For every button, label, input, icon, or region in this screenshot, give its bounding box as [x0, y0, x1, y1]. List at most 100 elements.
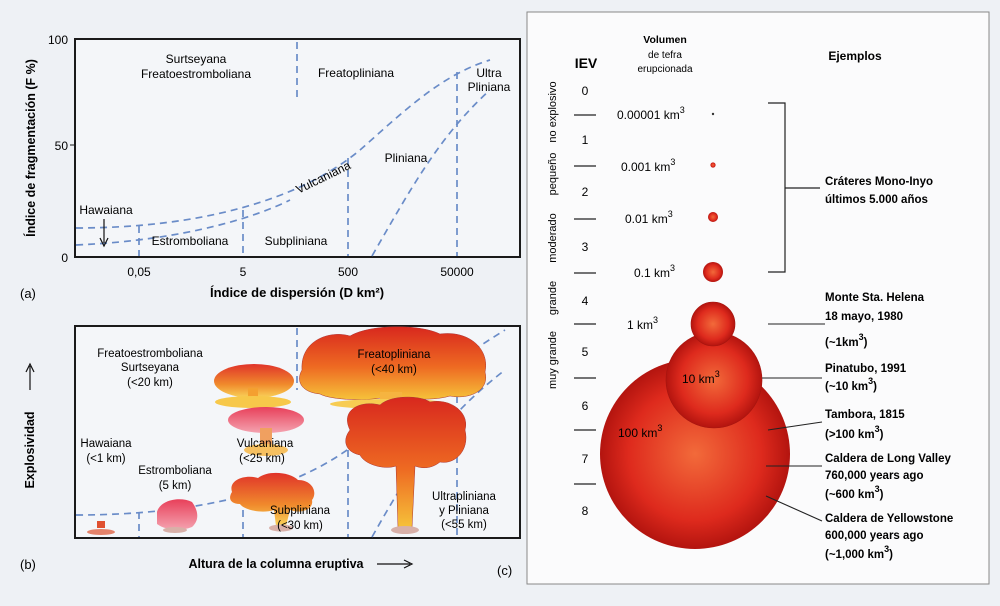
panel-b: Freatoestromboliana Surtseyana (<20 km) …: [20, 325, 521, 578]
pliniana-boundary: [371, 89, 491, 257]
vol-1: 1 km3: [627, 315, 658, 332]
ex-longvalley-3: (~600 km3): [825, 484, 884, 501]
cloud-estromboliana: [157, 499, 198, 533]
b-vulcaniana-height: (<25 km): [239, 453, 285, 465]
b-ultrapliniana: Ultrapliniana: [432, 491, 497, 503]
ex-yellow-3: (~1,000 km3): [825, 544, 893, 561]
region-pliniana: Pliniana: [385, 151, 428, 165]
panel-a: 100 50 0 0,05 5 500 50000 Índice de disp…: [20, 33, 521, 301]
panel-b-ylabel: Explosividad: [23, 411, 37, 488]
iev-3: 3: [582, 240, 589, 254]
region-surtseyana: Surtseyana: [166, 52, 227, 66]
iev-7: 7: [582, 452, 589, 466]
b-surtseyana: Surtseyana: [121, 362, 180, 374]
b-subpliniana: Subpliniana: [270, 505, 331, 517]
xtick-500: 500: [338, 265, 358, 279]
region-ultra-pliniana: Pliniana: [468, 80, 511, 94]
ex-pinatubo-1: Pinatubo, 1991: [825, 363, 907, 375]
iev-6: 6: [582, 399, 589, 413]
ytick-0: 0: [61, 251, 68, 265]
ylabel-arrow: [25, 362, 35, 390]
region-estromboliana: Estromboliana: [152, 234, 229, 248]
ex-yellow-2: 600,000 years ago: [825, 530, 923, 542]
region-freatopliniana: Freatopliniana: [318, 66, 394, 80]
b-y-pliniana: y Pliniana: [439, 505, 489, 517]
ex-pinatubo-2: (~10 km3): [825, 376, 877, 393]
ex-tambora-2: (>100 km3): [825, 424, 884, 441]
sphere-1km3: [690, 301, 736, 347]
sphere-0-001km3: [710, 162, 716, 168]
iev-5: 5: [582, 345, 589, 359]
cloud-freatoestromboliana: [214, 364, 294, 408]
xlabel-arrow: [377, 559, 414, 569]
b-estromboliana-height: (5 km): [159, 480, 192, 492]
b-freatoestromboliana: Freatoestromboliana: [97, 348, 203, 360]
region-subpliniana: Subpliniana: [265, 234, 328, 248]
region-freatoestromboliana: Freatoestromboliana: [141, 67, 251, 81]
xtick-0-05: 0,05: [127, 265, 151, 279]
b-subpliniana-height: (<30 km): [277, 520, 323, 532]
volume-header-2: de tefra: [648, 50, 682, 61]
b-vulcaniana: Vulcaniana: [237, 438, 294, 450]
xtick-50000: 50000: [440, 265, 474, 279]
ex-longvalley-1: Caldera de Long Valley: [825, 453, 952, 465]
vol-0-1: 0.1 km3: [634, 263, 675, 280]
scale-muy-grande: muy grande: [547, 331, 559, 389]
b-ultrapliniana-height: (<55 km): [441, 519, 487, 531]
b-estromboliana: Estromboliana: [138, 465, 212, 477]
xtick-5: 5: [240, 265, 247, 279]
scale-moderado: moderado: [547, 213, 559, 263]
volume-header-3: erupcionada: [637, 64, 692, 75]
panel-a-xlabel: Índice de dispersión (D km²): [210, 285, 384, 300]
cloud-subpliniana: [230, 472, 315, 532]
iev-2: 2: [582, 185, 589, 199]
ex-helena-2: 18 mayo, 1980: [825, 311, 903, 323]
iev-header: IEV: [575, 55, 598, 71]
vol-0-01: 0.01 km3: [625, 209, 673, 226]
cloud-hawaiana: [87, 521, 115, 535]
ytick-50: 50: [55, 139, 69, 153]
ex-helena-3: (~1km3): [825, 332, 868, 349]
panel-a-label: (a): [20, 286, 36, 301]
scale-pequeno: pequeño: [547, 153, 559, 196]
cloud-vulcaniana: [228, 407, 304, 456]
vol-10: 10 km3: [682, 369, 720, 386]
ex-helena-1: Monte Sta. Helena: [825, 292, 925, 304]
sphere-0-1km3: [703, 262, 723, 282]
vol-0-001: 0.001 km3: [621, 157, 675, 174]
region-ultra: Ultra: [476, 66, 502, 80]
lower-boundary-left: [75, 199, 291, 246]
vol-100: 100 km3: [618, 423, 662, 440]
panel-c-label: (c): [497, 563, 512, 578]
panel-a-boundaries: [75, 42, 491, 257]
panel-b-label: (b): [20, 557, 36, 572]
ytick-100: 100: [48, 33, 68, 47]
vol-0-00001: 0.00001 km3: [617, 105, 685, 122]
sphere-0-01km3: [708, 212, 718, 222]
ex-mono-2: últimos 5.000 años: [825, 194, 928, 206]
b-freatopliniana: Freatopliniana: [358, 349, 431, 361]
scale-grande: grande: [547, 281, 559, 315]
ex-tambora-1: Tambora, 1815: [825, 409, 905, 421]
iev-4: 4: [582, 294, 589, 308]
iev-0: 0: [582, 84, 589, 98]
iev-8: 8: [582, 504, 589, 518]
volume-header-1: Volumen: [643, 34, 687, 46]
upper-boundary: [75, 59, 491, 229]
examples-header: Ejemplos: [828, 49, 882, 63]
ex-mono-1: Cráteres Mono-Inyo: [825, 176, 933, 188]
iev-1: 1: [582, 133, 589, 147]
b-pliniana-boundary: [371, 369, 506, 538]
b-hawaiana-height: (<1 km): [86, 453, 125, 465]
b-freatopliniana-height: (<40 km): [371, 364, 417, 376]
b-hawaiana: Hawaiana: [80, 438, 132, 450]
panel-a-frame: [74, 38, 521, 258]
leader-lines: [762, 323, 825, 522]
b-surtseyana-height: (<20 km): [127, 377, 173, 389]
region-hawaiana: Hawaiana: [79, 203, 133, 217]
sphere-0-00001km3: [711, 112, 715, 116]
iev-ticks: [574, 114, 596, 485]
cloud-ultrapliniana: [345, 396, 467, 534]
